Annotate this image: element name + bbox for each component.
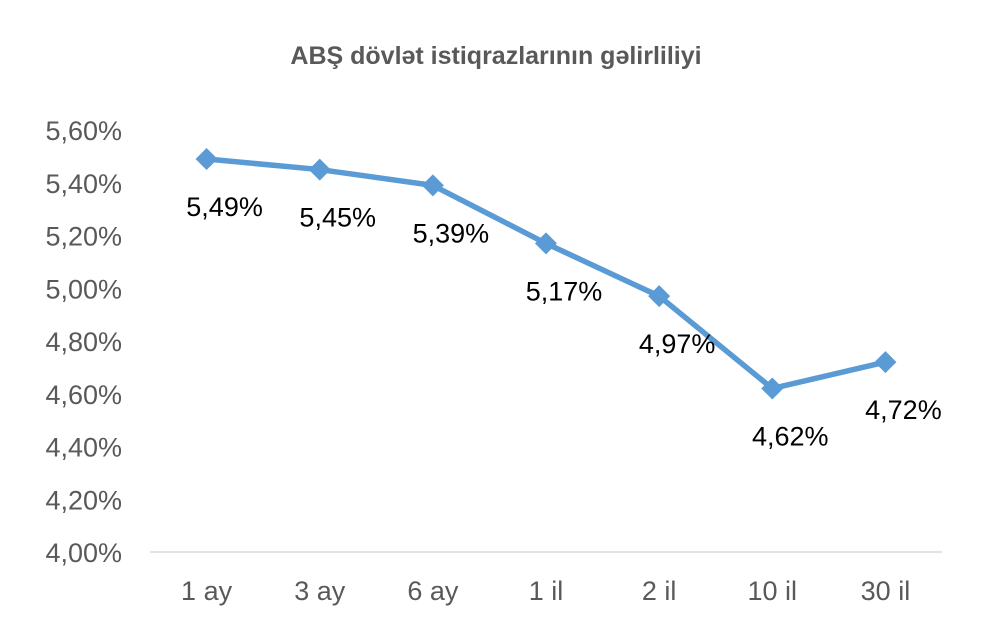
data-label: 5,39% [413, 218, 490, 248]
data-labels: 5,49% 5,45% 5,39% 5,17% 4,97% 4,62% 4,72% [186, 192, 941, 451]
chart-title: ABŞ dövlət istiqrazlarının gəlirliliyi [290, 42, 701, 70]
series-line [206, 156, 887, 392]
y-tick-label: 4,80% [45, 327, 122, 357]
x-tick-label: 1 il [529, 576, 564, 606]
y-tick-label: 4,00% [45, 538, 122, 568]
y-axis-ticks: 4,00% 4,20% 4,40% 4,60% 4,80% 5,00% 5,20% 5,40%… [45, 116, 122, 568]
data-label: 5,49% [186, 192, 263, 222]
data-point-marker [421, 174, 444, 197]
y-tick-label: 5,40% [45, 169, 122, 199]
x-tick-label: 1 ay [181, 576, 233, 606]
data-label: 5,17% [526, 276, 603, 306]
x-tick-label: 3 ay [294, 576, 346, 606]
data-point-marker [761, 377, 784, 400]
data-label: 4,62% [752, 421, 829, 451]
y-tick-label: 5,00% [45, 274, 122, 304]
data-label: 4,72% [865, 395, 942, 425]
y-tick-label: 4,60% [45, 380, 122, 410]
x-tick-label: 10 il [748, 576, 798, 606]
data-label: 4,97% [639, 329, 716, 359]
series-markers [195, 148, 897, 400]
y-tick-label: 4,40% [45, 433, 122, 463]
data-label: 5,45% [299, 203, 376, 233]
x-tick-label: 2 il [642, 576, 677, 606]
data-point-marker [195, 148, 218, 171]
y-tick-label: 4,20% [45, 485, 122, 515]
data-point-marker [648, 285, 671, 308]
data-point-marker [535, 232, 557, 255]
x-tick-label: 6 ay [407, 576, 459, 606]
y-tick-label: 5,20% [45, 222, 122, 252]
data-point-marker [308, 158, 331, 181]
x-axis-ticks: 1 ay 3 ay 6 ay 1 il 2 il 10 il 30 il [181, 576, 910, 606]
data-point-marker [874, 351, 897, 374]
x-tick-label: 30 il [861, 576, 911, 606]
y-tick-label: 5,60% [45, 116, 122, 146]
